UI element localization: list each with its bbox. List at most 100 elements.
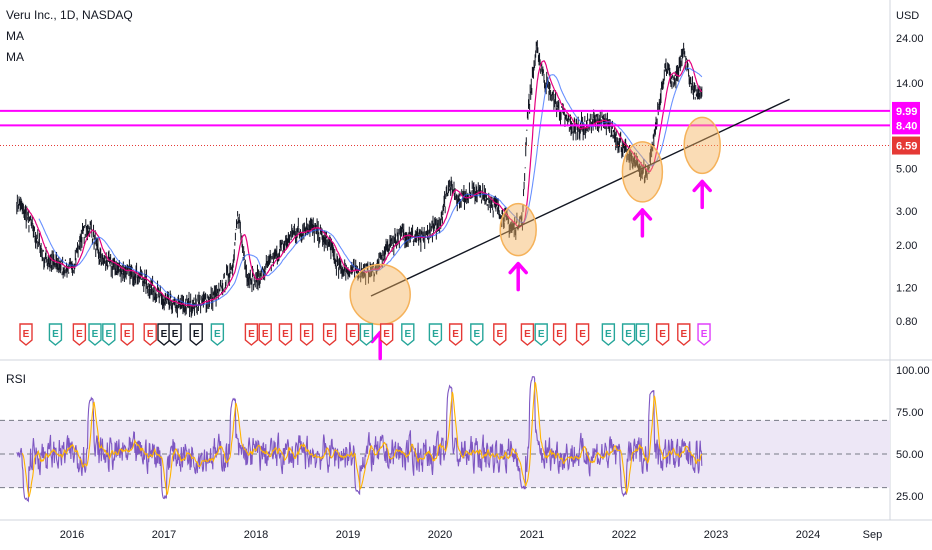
earnings-marker: E	[157, 323, 171, 346]
axis-layer: USD 0.80 1.20 2.00 3.00 5.00 14.00 24.00 25.00 50…	[60, 10, 930, 541]
earnings-marker: E	[72, 323, 87, 346]
highlight-circle	[621, 141, 664, 203]
earnings-marker-shape	[621, 323, 636, 346]
earnings-marker: E	[102, 323, 116, 346]
price-tick-label: 24.00	[896, 33, 924, 45]
earnings-marker-shape	[19, 323, 33, 346]
earnings-marker: E	[601, 323, 616, 346]
resistance-price-tag	[892, 116, 920, 135]
rsi-tick-label: 25.00	[896, 491, 924, 503]
magenta-arrow	[692, 179, 712, 210]
earnings-marker-shape	[244, 323, 259, 346]
resistance-price-label: 8.40	[896, 120, 917, 132]
earnings-marker-shape	[655, 323, 670, 346]
earnings-marker-letter: E	[172, 329, 179, 340]
time-tick-label: 2018	[244, 529, 268, 541]
earnings-marker-letter: E	[496, 329, 503, 340]
rsi-tick-label: 50.00	[896, 449, 924, 461]
earnings-marker-letter: E	[680, 329, 687, 340]
price-tick-label: 0.80	[896, 316, 917, 328]
earnings-marker-shape	[143, 323, 157, 346]
earnings-marker: E	[428, 323, 443, 346]
time-tick-label: 2024	[796, 529, 820, 541]
earnings-marker: E	[520, 323, 535, 346]
earnings-marker: E	[697, 323, 711, 346]
earnings-marker-letter: E	[538, 329, 545, 340]
earnings-marker-letter: E	[147, 329, 154, 340]
earnings-marker: E	[493, 323, 507, 346]
earnings-marker: E	[19, 323, 33, 346]
earnings-marker: E	[448, 323, 463, 346]
earnings-marker-letter: E	[262, 329, 269, 340]
earnings-marker-letter: E	[76, 329, 83, 340]
time-tick-label: 2017	[152, 529, 176, 541]
ma-legend-2: MA	[6, 50, 24, 64]
earnings-marker: E	[635, 323, 650, 346]
earnings-marker-letter: E	[432, 329, 439, 340]
earnings-marker-letter: E	[23, 329, 30, 340]
earnings-marker: E	[552, 323, 567, 346]
earnings-marker-shape	[102, 323, 116, 346]
earnings-marker-shape	[359, 323, 374, 346]
magenta-arrow	[632, 208, 653, 238]
earnings-marker-letter: E	[625, 329, 632, 340]
earnings-marker: E	[401, 323, 415, 346]
earnings-marker: E	[534, 323, 548, 346]
time-tick-label: 2023	[704, 529, 728, 541]
earnings-marker-shape	[278, 323, 293, 346]
earnings-marker-letter: E	[193, 329, 200, 340]
earnings-marker: E	[244, 323, 259, 346]
price-tick-label: 14.00	[896, 78, 924, 90]
support-trendline	[370, 98, 790, 297]
earnings-marker-shape	[48, 323, 63, 346]
magenta-arrow	[508, 261, 528, 292]
earnings-marker-shape	[88, 323, 102, 346]
price-tick-label: 3.00	[896, 206, 917, 218]
price-tick-label: 5.00	[896, 164, 917, 176]
earnings-marker-letter: E	[282, 329, 289, 340]
earnings-marker-shape	[428, 323, 443, 346]
series-layer	[16, 40, 703, 503]
earnings-marker-letter: E	[326, 329, 333, 340]
earnings-marker-shape	[448, 323, 463, 346]
earnings-marker-letter: E	[701, 329, 708, 340]
resistance-price-label: 9.99	[896, 106, 917, 118]
rsi-tick-label: 100.00	[896, 365, 930, 377]
earnings-marker: E	[379, 323, 394, 346]
earnings-marker-shape	[157, 323, 171, 346]
rsi-line	[16, 375, 703, 503]
earnings-marker-letter: E	[605, 329, 612, 340]
earnings-marker-shape	[601, 323, 616, 346]
rsi-moving-average	[21, 381, 703, 498]
earnings-marker-letter: E	[214, 329, 221, 340]
earnings-marker-shape	[520, 323, 535, 346]
earnings-marker: E	[120, 323, 134, 346]
earnings-marker-shape	[210, 323, 225, 346]
earnings-marker-letter: E	[579, 329, 586, 340]
earnings-marker-shape	[72, 323, 87, 346]
earnings-marker: E	[278, 323, 293, 346]
highlight-circle	[349, 263, 411, 326]
earnings-marker-letter: E	[659, 329, 666, 340]
earnings-marker: E	[143, 323, 157, 346]
earnings-marker-letter: E	[639, 329, 646, 340]
earnings-marker: E	[322, 323, 337, 346]
ma-legend-1: MA	[6, 29, 24, 43]
earnings-marker-shape	[168, 323, 182, 346]
earnings-marker-shape	[575, 323, 590, 346]
earnings-marker: E	[168, 323, 182, 346]
earnings-marker-letter: E	[248, 329, 255, 340]
earnings-marker-shape	[345, 323, 360, 346]
earnings-marker-letter: E	[124, 329, 131, 340]
price-candles	[16, 40, 703, 318]
earnings-marker: E	[359, 323, 374, 346]
earnings-marker: E	[345, 323, 360, 346]
resistance-price-tag	[892, 101, 920, 120]
earnings-marker-letter: E	[105, 329, 112, 340]
earnings-marker-shape	[677, 323, 691, 346]
highlight-circle	[683, 116, 721, 175]
rsi-band-layer	[0, 419, 890, 489]
earnings-marker: E	[88, 323, 102, 346]
earnings-marker-shape	[258, 323, 272, 346]
